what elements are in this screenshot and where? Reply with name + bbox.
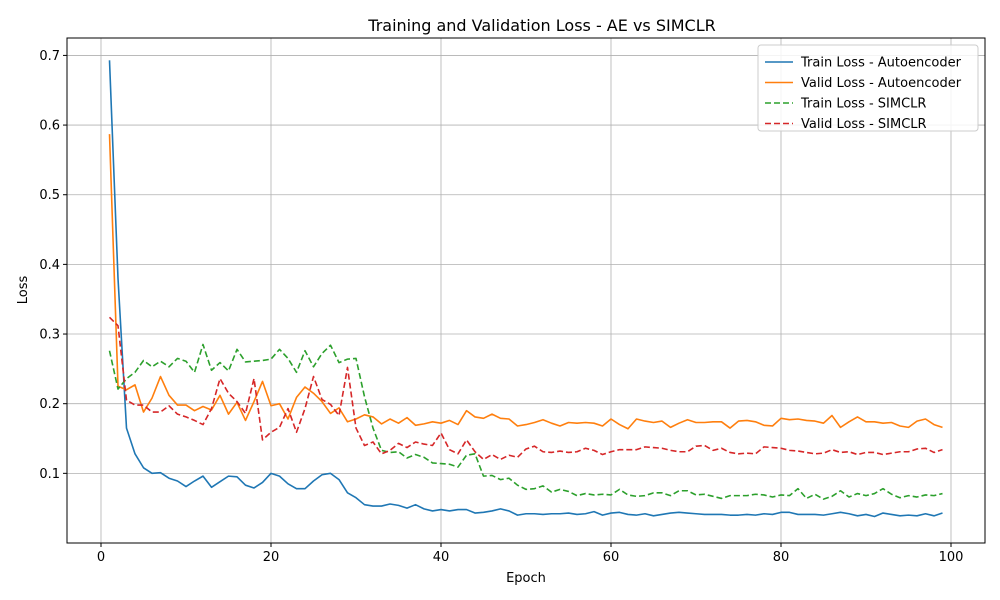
- y-axis-ticks: 0.1 0.2 0.3 0.4 0.5 0.6 0.7: [39, 49, 67, 482]
- x-tick-label: 80: [773, 550, 790, 565]
- legend-label-1: Train Loss - Autoencoder: [800, 56, 962, 71]
- plot-frame: [66, 37, 986, 544]
- x-tick-label: 0: [97, 550, 105, 565]
- x-tick-label: 100: [939, 550, 964, 565]
- series-line-3: [108, 343, 943, 500]
- y-tick-label: 0.7: [39, 49, 60, 64]
- series-line-2: [108, 134, 943, 430]
- x-tick-label: 60: [603, 550, 620, 565]
- legend: Train Loss - Autoencoder Valid Loss - Aut…: [757, 44, 979, 132]
- y-tick-label: 0.1: [39, 467, 60, 482]
- y-axis-label: Loss: [16, 276, 31, 305]
- series-line-1: [108, 60, 943, 518]
- grid-lines: [67, 38, 985, 543]
- y-tick-label: 0.5: [39, 188, 60, 203]
- legend-label-3: Train Loss - SIMCLR: [800, 97, 926, 112]
- y-tick-label: 0.2: [39, 397, 60, 412]
- series-layer: [108, 60, 943, 518]
- legend-frame: [757, 44, 979, 132]
- y-tick-label: 0.6: [39, 119, 60, 134]
- x-axis-label: Epoch: [506, 571, 546, 586]
- chart-title: Training and Validation Loss - AE vs SIM…: [367, 16, 715, 35]
- y-tick-label: 0.3: [39, 328, 60, 343]
- series-line-4: [108, 316, 943, 461]
- legend-label-2: Valid Loss - Autoencoder: [801, 76, 962, 91]
- x-tick-label: 40: [433, 550, 450, 565]
- x-tick-label: 20: [263, 550, 280, 565]
- y-tick-label: 0.4: [39, 258, 60, 273]
- legend-label-4: Valid Loss - SIMCLR: [801, 117, 927, 132]
- x-axis-ticks: 0 20 40 60 80 100: [97, 543, 964, 565]
